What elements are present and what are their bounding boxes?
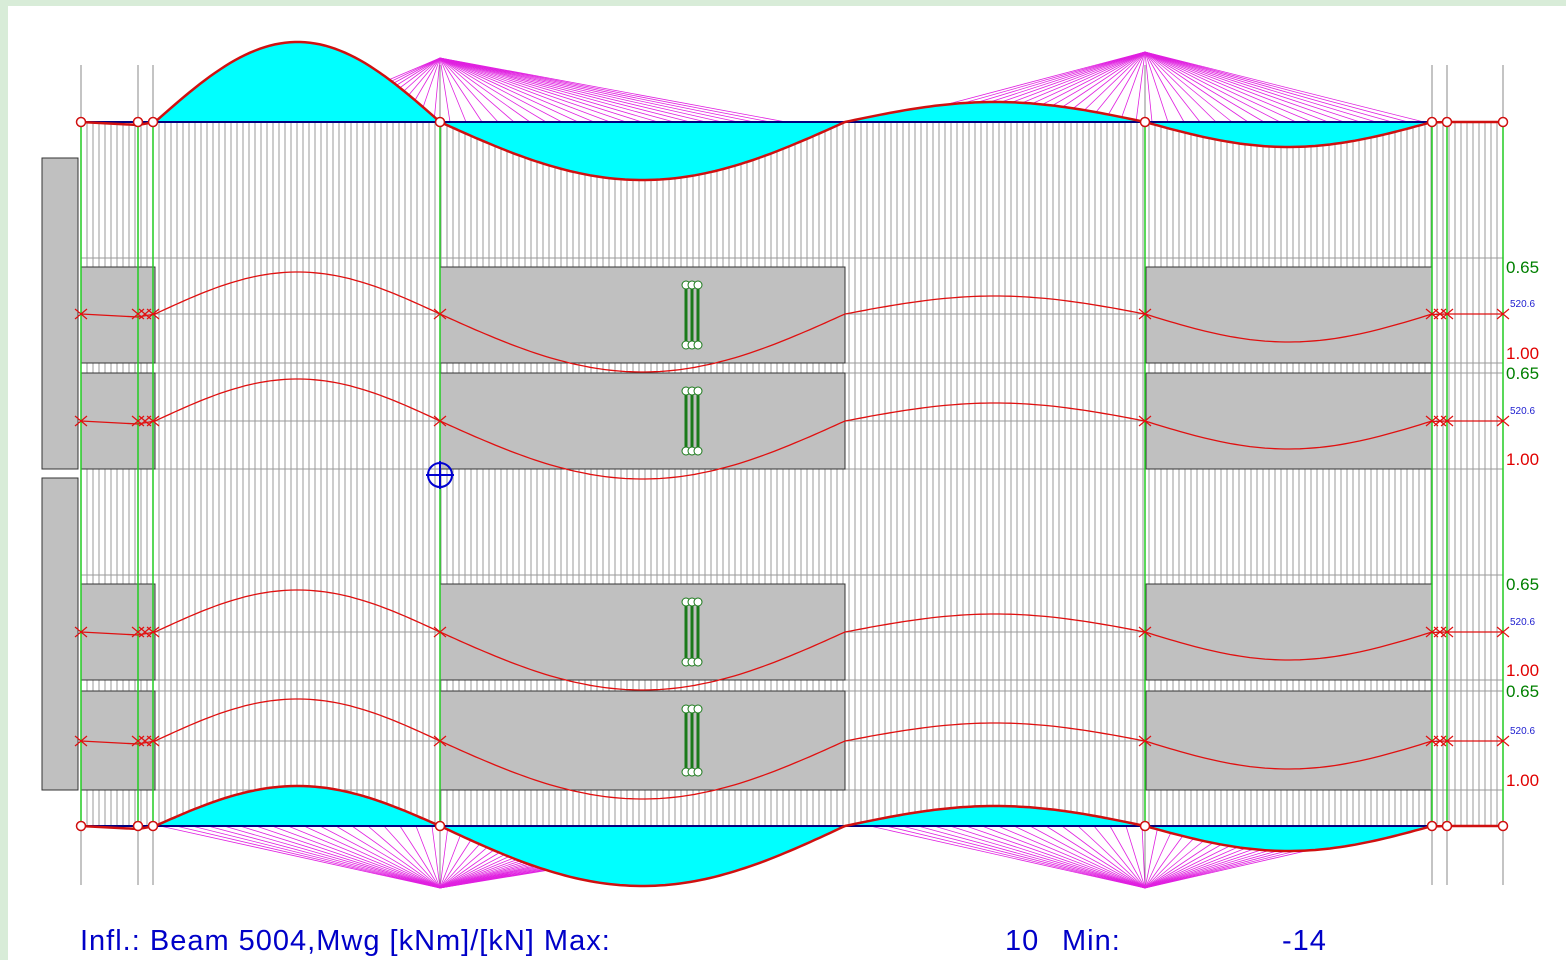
lane-top-label: 0.65 [1506, 258, 1539, 277]
influence-view: 0.65520.61.000.65520.61.000.65520.61.000… [0, 0, 1566, 960]
support-node [77, 822, 86, 831]
wheel [694, 387, 702, 395]
status-label: Infl.: Beam 5004,Mwg [kNm]/[kN] Max: [80, 925, 611, 957]
support-node [149, 118, 158, 127]
lane-mid-label: 520.6 [1510, 299, 1535, 310]
lane-mid-label: 520.6 [1510, 617, 1535, 628]
lane-top-label: 0.65 [1506, 682, 1539, 701]
support-node [1443, 118, 1452, 127]
support-node [77, 118, 86, 127]
wheel [694, 598, 702, 606]
lane-bottom-label: 1.00 [1506, 661, 1539, 680]
support-node [1141, 118, 1150, 127]
side-panel [42, 158, 78, 469]
lane-box [440, 691, 845, 790]
support-node [1499, 118, 1508, 127]
lane-box [440, 584, 845, 680]
support-node [436, 822, 445, 831]
wheel [694, 447, 702, 455]
support-node [1443, 822, 1452, 831]
support-node [149, 822, 158, 831]
wheel [694, 281, 702, 289]
support-node [134, 822, 143, 831]
lane-bottom-label: 1.00 [1506, 771, 1539, 790]
support-node [1428, 822, 1437, 831]
wheel [694, 705, 702, 713]
wheel [694, 341, 702, 349]
lane-bottom-label: 1.00 [1506, 450, 1539, 469]
status-max: 10 [1005, 925, 1039, 957]
status-min-label: Min: [1062, 925, 1121, 957]
support-node [436, 118, 445, 127]
lane-mid-label: 520.6 [1510, 726, 1535, 737]
lane-bottom-label: 1.00 [1506, 344, 1539, 363]
side-panel [42, 478, 78, 790]
wheel [694, 768, 702, 776]
lane-box [1146, 373, 1432, 469]
support-node [1499, 822, 1508, 831]
support-node [1428, 118, 1437, 127]
support-node [1141, 822, 1150, 831]
lane-top-label: 0.65 [1506, 575, 1539, 594]
wheel [694, 658, 702, 666]
lane-box [440, 267, 845, 363]
status-min: -14 [1282, 925, 1327, 957]
page: 0.65520.61.000.65520.61.000.65520.61.000… [0, 0, 1566, 960]
support-node [134, 118, 143, 127]
lane-mid-label: 520.6 [1510, 406, 1535, 417]
lane-top-label: 0.65 [1506, 364, 1539, 383]
lane-box [1146, 691, 1432, 790]
lane-box [440, 373, 845, 469]
lane-box [1146, 267, 1432, 363]
lane-box [1146, 584, 1432, 680]
